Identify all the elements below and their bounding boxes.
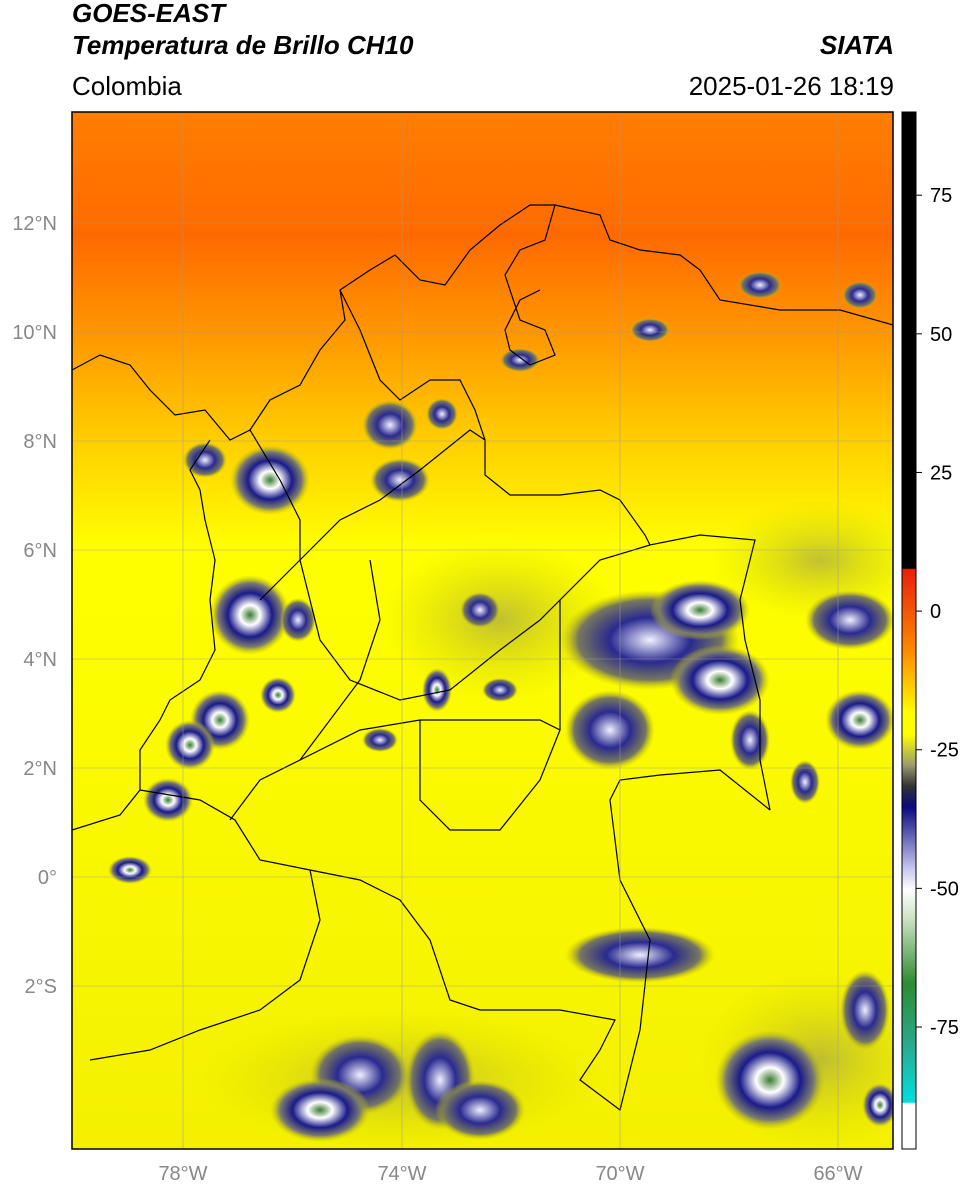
colorbar-tick-label: 0 — [930, 601, 941, 623]
internal-border-b — [419, 600, 561, 831]
lat-axis: 12°N 10°N 8°N 6°N 4°N 2°N 0° 2°S — [12, 213, 57, 998]
lat-label: 2°S — [25, 976, 57, 998]
colorbar — [901, 111, 917, 1150]
lat-label: 0° — [38, 867, 57, 889]
boundary-lines — [72, 204, 893, 1112]
lat-label: 4°N — [23, 649, 57, 671]
lon-axis: 78°W 74°W 70°W 66°W — [158, 1163, 862, 1185]
pacific-coast — [72, 439, 216, 831]
brand-label: SIATA — [819, 30, 894, 60]
lat-label: 10°N — [12, 322, 57, 344]
lon-label: 70°W — [595, 1163, 644, 1185]
cloud-layer — [108, 271, 893, 1149]
venezuela-coast — [554, 204, 893, 326]
internal-border-f — [339, 289, 431, 401]
satellite-title: GOES-EAST — [72, 0, 226, 28]
internal-border-d — [299, 544, 651, 701]
lon-label: 78°W — [158, 1163, 207, 1185]
lat-label: 12°N — [12, 213, 57, 235]
colorbar-ticks: 75 50 25 0 -25 -50 -75 — [916, 185, 959, 1039]
lat-label: 2°N — [23, 758, 57, 780]
internal-border-e — [249, 429, 301, 560]
colorbar-tick-label: 25 — [930, 462, 952, 484]
internal-border-a — [229, 719, 561, 821]
product-title: Temperatura de Brillo CH10 — [72, 30, 414, 60]
lon-label: 74°W — [377, 1163, 426, 1185]
colorbar-tick-label: -75 — [930, 1017, 959, 1039]
internal-border-g — [299, 559, 381, 761]
colorbar-tick-label: 75 — [930, 185, 952, 207]
map-frame — [71, 111, 894, 1150]
caribbean-coast — [72, 204, 556, 441]
colorbar-tick-label: 50 — [930, 324, 952, 346]
graticule — [72, 112, 893, 1149]
lat-label: 8°N — [23, 431, 57, 453]
ecuador-outline — [89, 869, 321, 1061]
region-label: Colombia — [72, 71, 182, 101]
colorbar-tick-label: -25 — [930, 740, 959, 762]
lon-label: 66°W — [813, 1163, 862, 1185]
lat-label: 6°N — [23, 540, 57, 562]
southern-border — [139, 769, 771, 1112]
colorbar-tick-label: -50 — [930, 878, 959, 900]
timestamp-label: 2025-01-26 18:19 — [688, 71, 894, 101]
